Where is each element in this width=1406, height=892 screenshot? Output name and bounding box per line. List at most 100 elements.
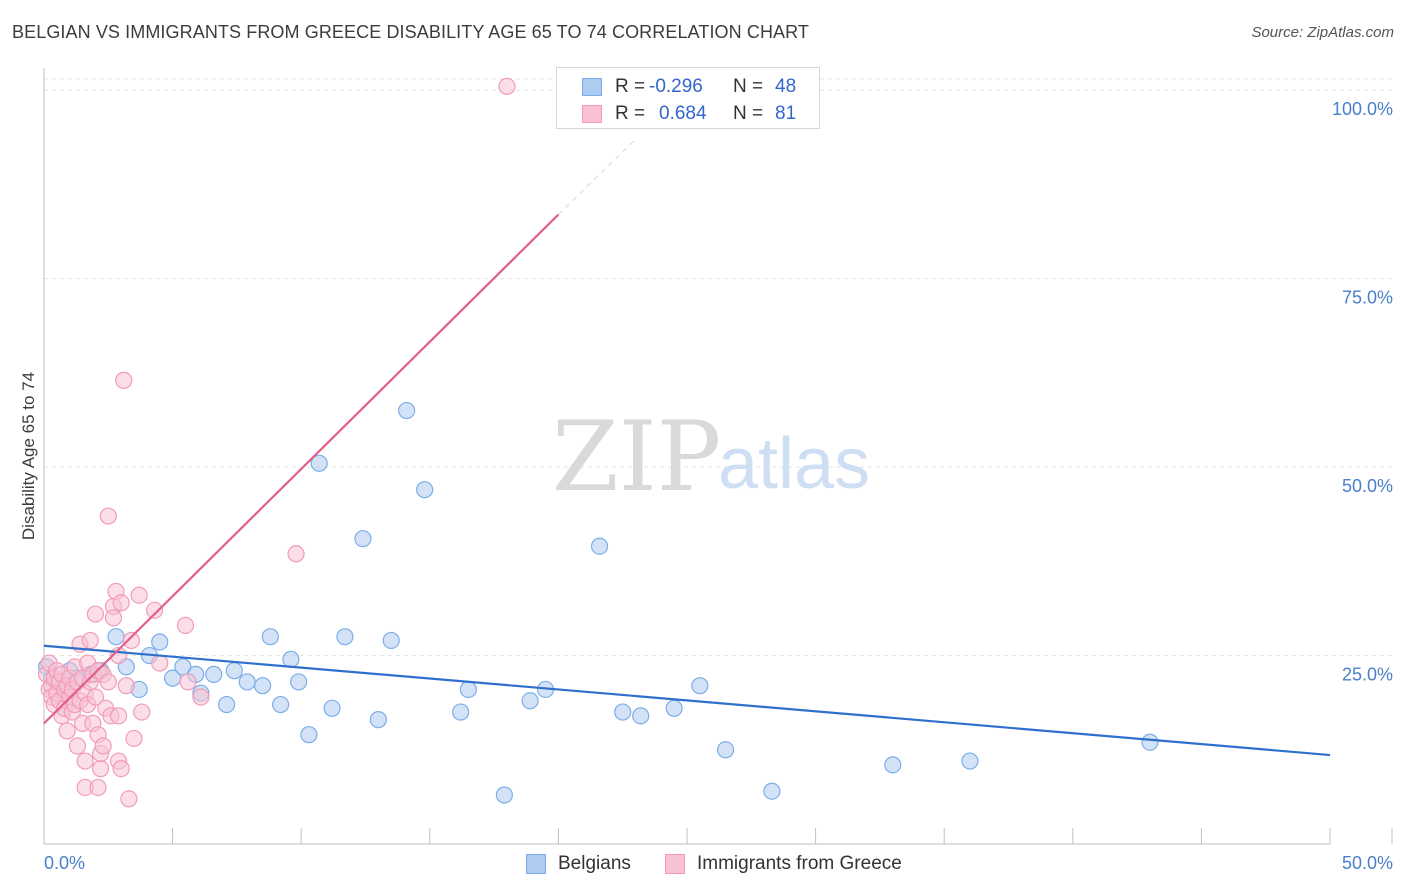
data-point (354, 530, 372, 548)
data-point (68, 737, 87, 755)
data-point (145, 601, 164, 619)
data-point (272, 695, 290, 714)
data-point (290, 673, 308, 691)
y-tick-label: 100.0% (1332, 99, 1393, 119)
data-point (120, 790, 138, 808)
data-point (369, 711, 387, 729)
data-point (76, 752, 94, 770)
legend-r-label: R = (615, 103, 646, 124)
data-point (109, 707, 128, 725)
data-point (179, 673, 197, 691)
trend-line-1 (43, 213, 560, 725)
data-point (117, 677, 135, 695)
data-point (218, 695, 236, 714)
data-points (37, 77, 1159, 808)
data-point (104, 609, 123, 627)
data-point (89, 778, 107, 797)
data-point (133, 703, 151, 721)
watermark-zip: ZIP (552, 401, 721, 513)
data-point (174, 658, 192, 676)
x-tick-label-min: 0.0% (44, 853, 85, 873)
data-point (125, 729, 143, 748)
data-point (99, 507, 117, 525)
y-axis-label: Disability Age 65 to 74 (19, 372, 38, 540)
data-point (459, 680, 477, 699)
legend-n-label: N = (733, 103, 764, 124)
legend-r-value: -0.296 (649, 76, 703, 97)
data-point (91, 760, 110, 778)
data-point (81, 631, 99, 650)
data-point (115, 371, 133, 389)
axes (43, 68, 1393, 845)
data-point (632, 707, 650, 725)
trend-line-extension-1 (557, 138, 636, 215)
data-point (1141, 733, 1159, 751)
legend-n-value: 81 (775, 103, 797, 124)
data-point (205, 665, 223, 683)
gridlines (44, 78, 1392, 657)
data-point (254, 677, 272, 695)
data-point (416, 481, 434, 499)
data-point (130, 586, 148, 604)
legend-row-belgians: R = -0.296 N = 48 (557, 74, 819, 100)
data-point (716, 741, 735, 759)
data-point (495, 786, 513, 804)
data-point (94, 737, 112, 755)
data-point (398, 401, 416, 420)
legend-swatch-belgians (526, 854, 546, 874)
legend-n-label: N = (733, 76, 764, 97)
data-point (225, 662, 243, 680)
data-point (238, 673, 256, 691)
data-point (261, 628, 279, 646)
data-point (310, 454, 328, 472)
data-point (86, 605, 105, 623)
data-point (590, 537, 609, 555)
correlation-legend: R = -0.296 N = 48 R = 0.684 N = 81 (556, 67, 820, 129)
data-point (86, 688, 105, 706)
watermark-atlas: atlas (718, 424, 870, 504)
data-point (151, 654, 169, 672)
watermark: ZIP atlas (552, 401, 870, 513)
data-point (176, 616, 195, 634)
legend-swatch-belgians (582, 78, 602, 96)
data-point (300, 726, 318, 744)
legend-n-value: 48 (775, 76, 797, 97)
chart-source: Source: ZipAtlas.com (1251, 24, 1394, 41)
legend-swatch-greece (582, 105, 602, 123)
trend-line-0 (43, 644, 1331, 757)
legend-swatch-greece (665, 854, 685, 874)
series-legend: Belgians Immigrants from Greece (0, 852, 1406, 878)
data-point (961, 752, 979, 770)
legend-r-value: 0.684 (659, 103, 707, 124)
data-point (884, 756, 902, 774)
legend-label-belgians: Belgians (558, 853, 631, 874)
y-tick-label: 25.0% (1342, 665, 1393, 685)
data-point (151, 633, 169, 651)
data-point (287, 545, 305, 563)
data-point (192, 688, 210, 706)
data-point (763, 782, 781, 800)
data-point (112, 760, 130, 778)
data-point (99, 673, 117, 691)
y-tick-label: 75.0% (1342, 288, 1393, 308)
legend-r-label: R = (615, 76, 646, 97)
data-point (112, 594, 130, 612)
data-point (452, 703, 470, 721)
legend-row-greece: R = 0.684 N = 81 (557, 101, 819, 127)
data-point (382, 631, 400, 650)
data-point (614, 703, 632, 721)
trend-lines (43, 138, 1331, 757)
chart-title: BELGIAN VS IMMIGRANTS FROM GREECE DISABI… (12, 22, 810, 42)
legend-label-greece: Immigrants from Greece (697, 853, 902, 874)
data-point (107, 628, 125, 646)
data-point (336, 628, 354, 646)
data-point (122, 631, 141, 650)
y-tick-label: 50.0% (1342, 476, 1393, 496)
data-point (282, 650, 300, 668)
data-point (521, 692, 539, 710)
data-point (323, 699, 341, 717)
tick-labels: 0.0% 50.0% 25.0% 50.0% 75.0% 100.0% (44, 99, 1393, 873)
data-point (665, 699, 683, 717)
data-point (691, 677, 709, 695)
